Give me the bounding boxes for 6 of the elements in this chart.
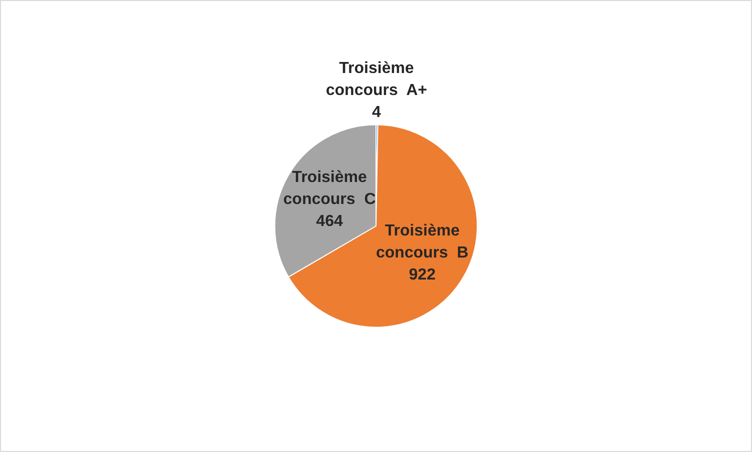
data-label: 464 — [316, 212, 343, 230]
slice-label: Troisième concours A+ — [326, 60, 428, 99]
slice-label: Troisième concours B — [376, 222, 468, 262]
data-label: 922 — [408, 266, 436, 284]
data-label: 4 — [372, 104, 382, 121]
slice-label: Troisième concours C — [283, 168, 376, 208]
